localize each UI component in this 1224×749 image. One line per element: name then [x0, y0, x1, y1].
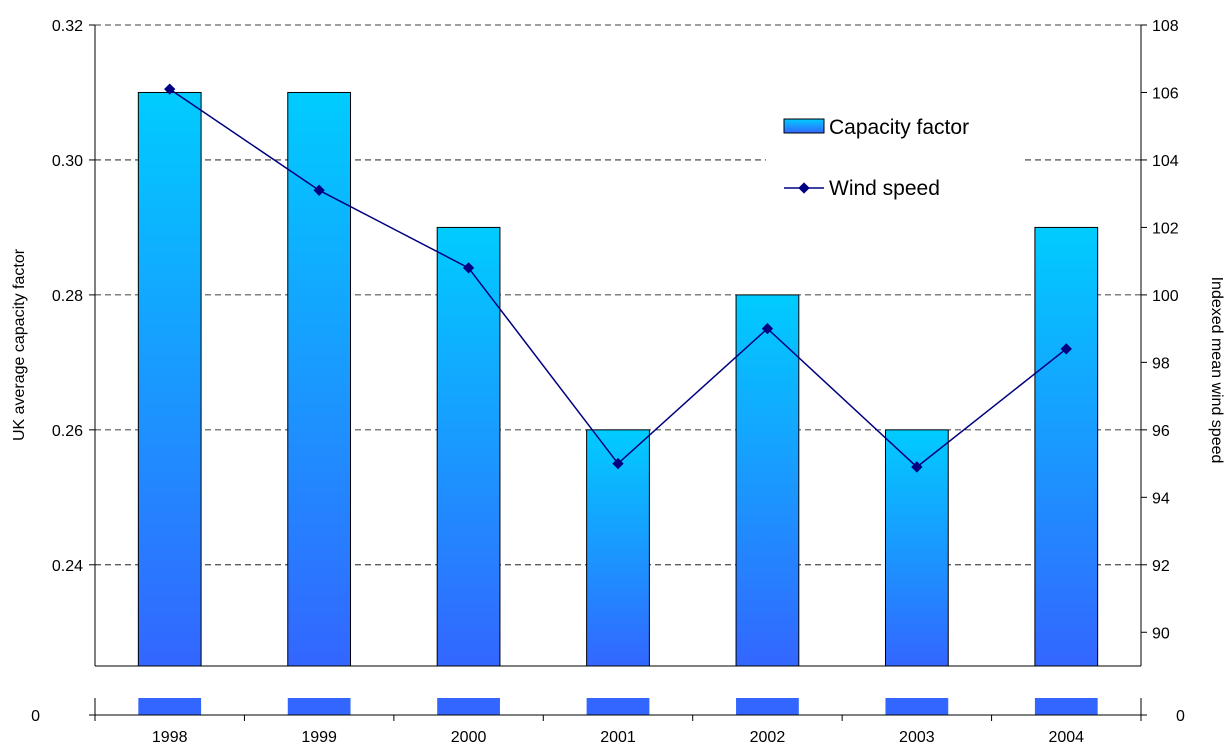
left-break-label: 0 [31, 708, 40, 725]
left-tick-label-3: 0.26 [52, 423, 83, 440]
x-tick-label-2003: 2003 [899, 729, 935, 746]
right-tick-label-7: 94 [1152, 490, 1170, 507]
legend-label-capacity-factor: Capacity factor [829, 116, 969, 139]
right-tick-label-3: 102 [1152, 220, 1179, 237]
right-tick-label-5: 98 [1152, 355, 1170, 372]
left-tick-label-2: 0.28 [52, 288, 83, 305]
right-tick-label-0: 108 [1152, 18, 1179, 35]
right-axis-title: Indexed mean wind speed [1208, 277, 1224, 464]
x-tick-label-1998: 1998 [152, 729, 188, 746]
left-tick-label-0: 0.32 [52, 18, 83, 35]
wind-speed-point-2000 [462, 262, 475, 274]
right-tick-label-9: 90 [1152, 625, 1170, 642]
left-axis-title: UK average capacity factor [11, 248, 28, 441]
bars [137, 91, 1099, 667]
wind-speed-point-2001 [612, 457, 624, 470]
x-tick-label-2001: 2001 [600, 729, 636, 746]
bar-stub-1998 [138, 698, 202, 715]
x-tick-label-2000: 2000 [451, 729, 487, 746]
bar-stub-2003 [885, 698, 949, 715]
bar-2002 [735, 294, 800, 667]
legend-marker-wind-speed [798, 182, 810, 194]
bar-stub-2004 [1034, 698, 1098, 715]
left-tick-labels: 0.32 0.30 0.28 0.26 0.24 [52, 18, 95, 575]
wind-speed-point-2004 [1060, 343, 1072, 355]
wind-speed-point-1999 [313, 184, 325, 196]
left-tick-label-1: 0.30 [52, 153, 83, 170]
right-tick-labels: 108 106 104 102 100 98 96 94 92 90 [1141, 18, 1179, 642]
axes [89, 25, 1147, 721]
right-tick-label-4: 100 [1152, 288, 1179, 305]
legend: Capacity factor Wind speed [766, 114, 1022, 210]
bar-stubs [138, 698, 1098, 715]
bar-2000 [436, 226, 501, 667]
x-tick-labels: 1998 1999 2000 2001 2002 2003 2004 [152, 729, 1084, 746]
bar-stub-2001 [586, 698, 650, 715]
right-tick-label-8: 92 [1152, 558, 1170, 575]
bar-1998 [137, 91, 202, 667]
bar-stub-1999 [287, 698, 351, 715]
bar-2003 [884, 429, 949, 667]
wind-speed-point-2003 [911, 461, 923, 473]
x-tick-label-2004: 2004 [1048, 729, 1084, 746]
wind-speed-point-2002 [761, 322, 774, 335]
bar-stub-2002 [736, 698, 799, 715]
x-tick-label-2002: 2002 [750, 729, 786, 746]
left-tick-label-4: 0.24 [52, 558, 83, 575]
bar-2004 [1034, 226, 1099, 667]
right-tick-label-1: 106 [1152, 85, 1179, 102]
right-tick-label-6: 96 [1152, 423, 1170, 440]
legend-swatch-capacity-factor [783, 118, 825, 134]
bar-1999 [287, 91, 352, 667]
right-tick-label-2: 104 [1152, 153, 1179, 170]
bar-stub-2000 [437, 698, 500, 715]
right-break-label: 0 [1176, 708, 1185, 725]
x-tick-label-1999: 1999 [301, 729, 337, 746]
legend-label-wind-speed: Wind speed [829, 177, 940, 200]
